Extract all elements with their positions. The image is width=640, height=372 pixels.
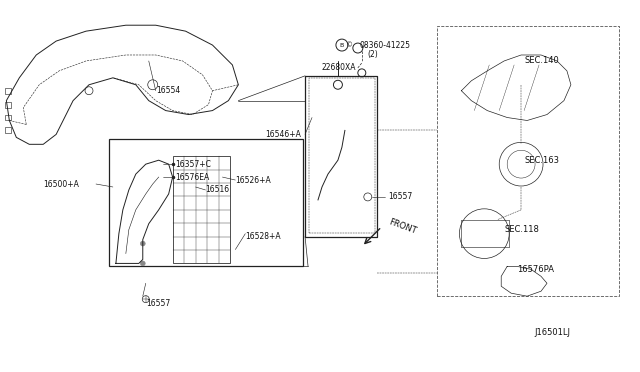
Text: 08360-41225: 08360-41225 bbox=[360, 41, 411, 49]
Text: 16526+A: 16526+A bbox=[236, 176, 271, 185]
Text: 22680XA: 22680XA bbox=[322, 63, 356, 73]
Circle shape bbox=[140, 241, 145, 246]
Text: 16500+A: 16500+A bbox=[44, 180, 79, 189]
Text: B: B bbox=[340, 42, 344, 48]
Text: SEC.118: SEC.118 bbox=[504, 225, 539, 234]
Text: 16576EA: 16576EA bbox=[175, 173, 210, 182]
Text: SEC.163: SEC.163 bbox=[524, 156, 559, 165]
Text: FRONT: FRONT bbox=[388, 218, 418, 236]
Bar bbox=[438, 26, 619, 296]
Text: 16516: 16516 bbox=[205, 186, 230, 195]
Text: 16528+A: 16528+A bbox=[245, 232, 281, 241]
Bar bbox=[173, 156, 230, 263]
Text: 16576PA: 16576PA bbox=[517, 265, 554, 274]
Bar bbox=[309, 78, 375, 232]
Text: 16557: 16557 bbox=[146, 299, 170, 308]
Text: (2): (2) bbox=[368, 51, 378, 60]
Text: ©: © bbox=[346, 42, 353, 48]
Text: 16357+C: 16357+C bbox=[175, 160, 211, 169]
Text: 16557: 16557 bbox=[388, 192, 412, 201]
Text: 16554: 16554 bbox=[156, 86, 180, 95]
Bar bbox=[305, 76, 377, 237]
Bar bbox=[109, 140, 303, 266]
Circle shape bbox=[140, 261, 145, 266]
Text: SEC.140: SEC.140 bbox=[524, 57, 559, 65]
Text: J16501LJ: J16501LJ bbox=[534, 328, 570, 337]
Text: 16546+A: 16546+A bbox=[265, 130, 301, 139]
